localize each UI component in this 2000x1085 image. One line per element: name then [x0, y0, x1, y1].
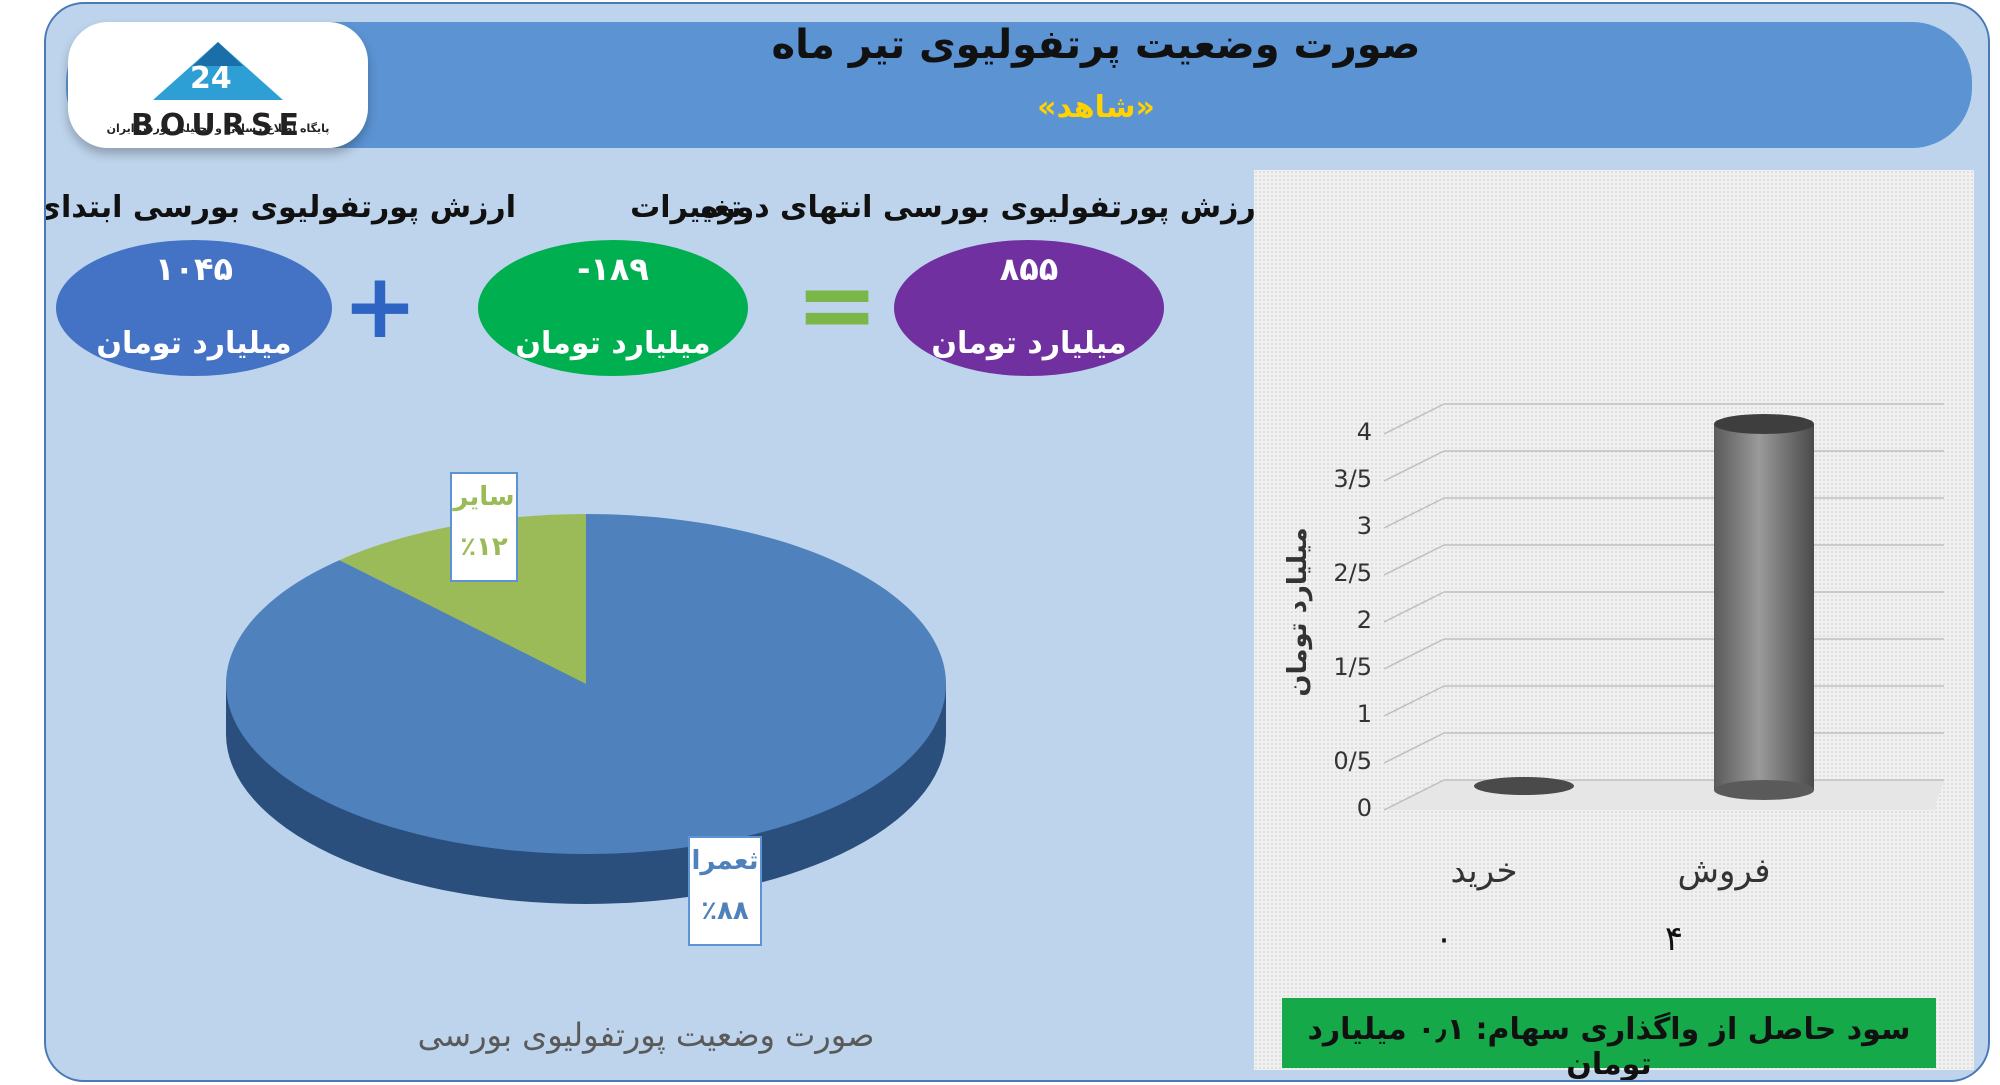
bar-gridline-side: [1383, 497, 1445, 529]
infographic-frame: صورت وضعیت پرتفولیوی تیر ماه «شاهد» 24 B…: [44, 2, 1990, 1082]
pie-callout-other: سایر ٪۱۲: [450, 472, 518, 582]
bar-category-label: خرید: [1450, 851, 1517, 891]
bar-0: [1474, 777, 1574, 795]
bar-category-label: فروش: [1678, 851, 1771, 891]
bar-gridline-side: [1383, 450, 1445, 482]
bar-ytick-label: 3/5: [1333, 465, 1372, 493]
bar-value-label: ۴: [1665, 919, 1683, 959]
logo-text: BOURSE: [131, 108, 305, 143]
end-label: ارزش پورتفولیوی بورسی انتهای دوره: [700, 190, 1266, 225]
change-unit: میلیارد تومان: [515, 326, 711, 361]
bar-ytick-label: 1/5: [1333, 653, 1372, 681]
bar-chart-floor: [1384, 780, 1944, 810]
logo-tagline: پایگاه اطلاع رسانی و تحلیلی بورس ایران: [106, 122, 330, 135]
end-value-ellipse: ۸۵۵ میلیارد تومان: [894, 240, 1164, 376]
bar-top-1: [1714, 414, 1814, 434]
equals-icon: =: [795, 246, 879, 363]
start-value-ellipse: ۱۰۴۵ میلیارد تومان: [56, 240, 332, 376]
change-label: تغییرات: [630, 190, 742, 225]
pie-callout-main: ثعمرا ٪۸۸: [688, 836, 762, 946]
bar-ytick-label: 2/5: [1333, 559, 1372, 587]
bourse-logo: 24 BOURSE پایگاه اطلاع رسانی و تحلیلی بو…: [68, 22, 368, 148]
bar-gridline-side: [1383, 732, 1445, 764]
bar-value-label: ۰: [1435, 919, 1453, 959]
change-value-ellipse: -۱۸۹ میلیارد تومان: [478, 240, 748, 376]
bar-ytick-label: 0: [1357, 794, 1372, 822]
profit-banner: سود حاصل از واگذاری سهام: ۰٫۱ میلیارد تو…: [1282, 998, 1936, 1080]
bar-ytick-label: 2: [1357, 606, 1372, 634]
pie-slice-other: [339, 514, 586, 684]
bar-ytick-label: 0/5: [1333, 747, 1372, 775]
bar-ytick-label: 3: [1357, 512, 1372, 540]
bar-1: [1714, 424, 1814, 790]
pie-chart-title: صورت وضعیت پورتفولیوی بورسی: [417, 1016, 875, 1054]
start-value: ۱۰۴۵: [154, 250, 234, 288]
bar-gridline-side: [1383, 685, 1445, 717]
bar-gridline-side: [1383, 544, 1445, 576]
end-value: ۸۵۵: [999, 250, 1059, 288]
change-value: -۱۸۹: [577, 250, 649, 288]
end-unit: میلیارد تومان: [931, 326, 1127, 361]
logo-mountain-icon: 24: [153, 42, 283, 100]
bar-gridline-side: [1383, 638, 1445, 670]
pie-value-other: ٪۱۲: [460, 532, 508, 562]
page-subtitle: «شاهد»: [1037, 90, 1155, 125]
profit-text: سود حاصل از واگذاری سهام: ۰٫۱ میلیارد تو…: [1307, 1012, 1911, 1082]
pie-label-other: سایر: [453, 482, 515, 512]
bar-ytick-label: 1: [1357, 700, 1372, 728]
bar-gridline-side: [1383, 403, 1445, 435]
bar-chart: 0 0/5 1 1/5 2 2/5 3 3/5 4 میلیارد تومان خرید ۰ فروش ۴: [1283, 403, 1944, 959]
bar-gridline-side: [1383, 779, 1445, 811]
page-title: صورت وضعیت پرتفولیوی تیر ماه: [771, 22, 1421, 68]
bar-base-1: [1714, 780, 1814, 800]
bar-ytick-label: 4: [1357, 418, 1372, 446]
plus-icon: +: [342, 254, 418, 359]
pie-chart: [226, 514, 947, 904]
pie-value-main: ٪۸۸: [701, 896, 749, 926]
svg-text:24: 24: [190, 61, 232, 96]
header-banner: [66, 22, 1972, 148]
bar-chart-panel: [1254, 170, 1974, 1070]
start-unit: میلیارد تومان: [96, 326, 292, 361]
start-label: ارزش پورتفولیوی بورسی ابتدای دوره: [46, 190, 516, 225]
pie-label-main: ثعمرا: [691, 846, 759, 876]
bar-ylabel: میلیارد تومان: [1283, 527, 1313, 696]
bar-gridline-side: [1383, 591, 1445, 623]
